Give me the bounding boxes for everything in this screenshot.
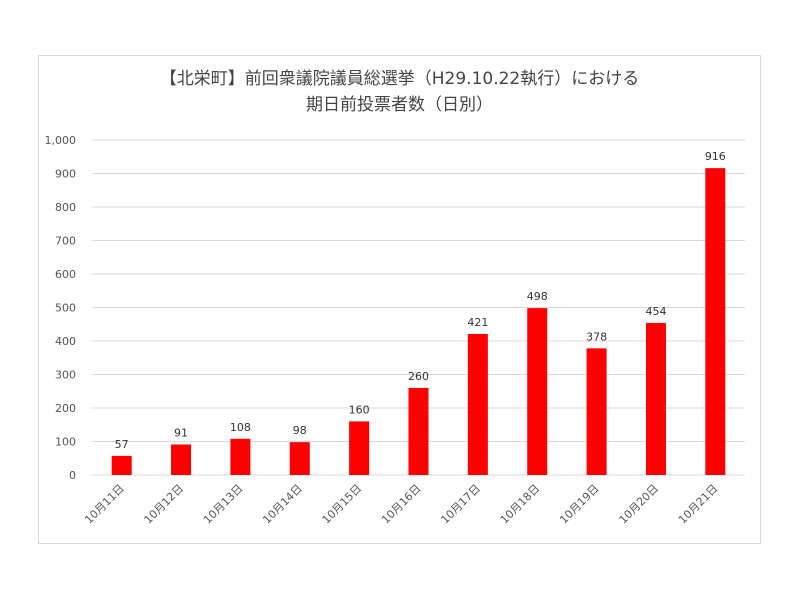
y-tick-label: 700 <box>55 235 76 248</box>
data-label: 108 <box>230 421 251 434</box>
x-tick-label: 10月19日 <box>557 482 602 527</box>
bar <box>645 322 666 475</box>
data-label: 454 <box>645 305 666 318</box>
chart-frame <box>38 55 761 544</box>
y-tick-label: 400 <box>55 335 76 348</box>
y-axis-ticks: 0 100 200 300 400 500 600 700 800 900 1,000 <box>45 134 77 482</box>
chart-title-line-2: 期日前投票者数（日別） <box>306 95 493 115</box>
x-tick-label: 10月15日 <box>320 482 365 527</box>
x-tick-label: 10月13日 <box>201 482 246 527</box>
x-tick-label: 10月18日 <box>498 482 543 527</box>
chart-title-line-1: 【北栄町】前回衆議院議員総選挙（H29.10.22執行）における <box>159 69 640 89</box>
bar <box>408 387 429 475</box>
y-tick-label: 600 <box>55 268 76 281</box>
x-tick-label: 10月11日 <box>82 482 127 527</box>
y-tick-label: 800 <box>55 201 76 214</box>
bar <box>111 455 132 475</box>
chart-title: 【北栄町】前回衆議院議員総選挙（H29.10.22執行）における 期日前投票者数… <box>38 66 761 118</box>
data-label: 916 <box>705 150 726 163</box>
data-label: 91 <box>174 427 188 440</box>
x-tick-label: 10月14日 <box>260 482 305 527</box>
y-tick-label: 0 <box>69 469 76 482</box>
data-label: 421 <box>467 316 488 329</box>
data-labels: 57 91 108 98 160 260 421 498 378 454 916 <box>115 150 726 451</box>
x-tick-label: 10月16日 <box>379 482 424 527</box>
x-axis-ticks: 10月11日 10月12日 10月13日 10月14日 10月15日 10月16日 10月1… <box>82 482 720 527</box>
data-label: 260 <box>408 370 429 383</box>
x-tick-label: 10月12日 <box>142 482 187 527</box>
data-label: 160 <box>349 403 370 416</box>
bar <box>586 348 607 475</box>
bar <box>230 438 251 475</box>
data-label: 98 <box>293 424 307 437</box>
x-tick-label: 10月17日 <box>438 482 483 527</box>
bar <box>349 421 370 475</box>
y-tick-label: 300 <box>55 369 76 382</box>
data-label: 498 <box>527 290 548 303</box>
bar <box>527 308 548 475</box>
y-tick-label: 500 <box>55 302 76 315</box>
data-label: 378 <box>586 330 607 343</box>
y-tick-label: 900 <box>55 168 76 181</box>
bars <box>111 168 726 475</box>
x-tick-label: 10月20日 <box>617 482 662 527</box>
bar <box>289 442 310 475</box>
x-tick-label: 10月21日 <box>676 482 721 527</box>
data-label: 57 <box>115 438 129 451</box>
y-tick-label: 1,000 <box>45 134 77 147</box>
y-tick-label: 100 <box>55 436 76 449</box>
y-tick-label: 200 <box>55 402 76 415</box>
bar <box>171 444 192 475</box>
bar <box>705 168 726 475</box>
bar <box>467 333 488 475</box>
